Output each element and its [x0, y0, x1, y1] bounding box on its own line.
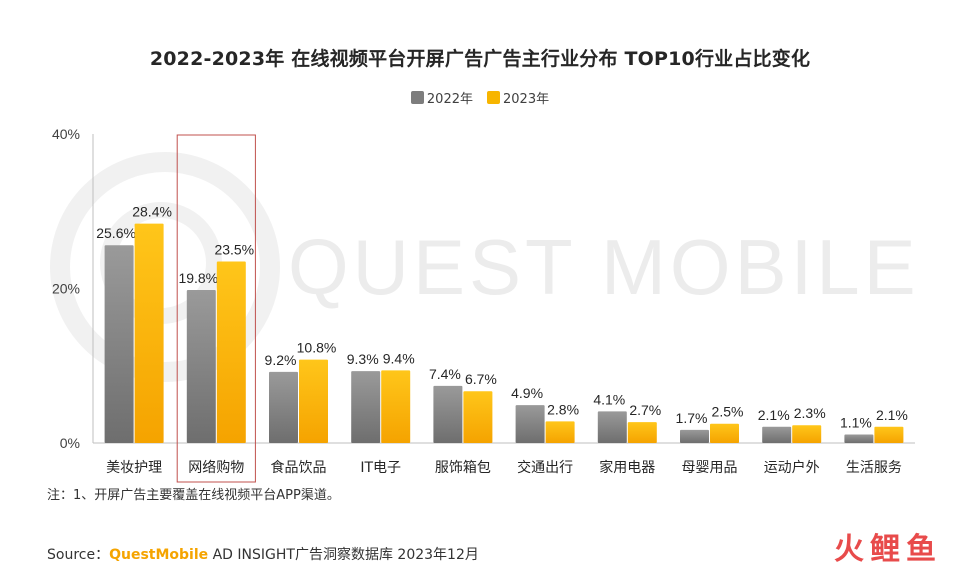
data-label-2022: 19.8%	[178, 270, 218, 286]
bar-2022	[762, 426, 792, 443]
data-label-2022: 1.7%	[676, 410, 708, 426]
bar-2022	[351, 371, 381, 443]
bar-2023	[874, 426, 904, 443]
bar-2023	[627, 422, 657, 443]
data-label-2023: 9.4%	[383, 350, 415, 366]
data-label-2023: 2.8%	[547, 401, 579, 417]
bar-2023	[381, 370, 411, 443]
bar-2023	[545, 421, 575, 443]
data-label-2023: 2.5%	[712, 404, 744, 420]
data-label-2023: 23.5%	[214, 241, 254, 257]
data-label-2022: 1.1%	[840, 415, 872, 431]
legend-swatch-2023	[487, 91, 500, 104]
bar-2022	[269, 371, 298, 443]
x-tick-label: 运动户外	[764, 459, 820, 476]
corner-logo: 火鲤鱼	[834, 532, 942, 567]
x-tick-label: 母婴用品	[682, 460, 738, 476]
bar-2022	[186, 290, 216, 443]
x-tick-label: 服饰箱包	[435, 460, 491, 476]
source-brand: QuestMobile	[109, 547, 209, 563]
legend-item-2022: 2022年	[410, 88, 473, 107]
x-tick-label: 食品饮品	[271, 459, 327, 476]
data-label-2022: 4.9%	[511, 385, 543, 401]
x-tick-label: 美妆护理	[106, 460, 162, 476]
highlight-box	[176, 134, 256, 483]
data-label-2023: 2.1%	[876, 407, 908, 423]
legend-swatch-2022	[410, 91, 424, 104]
chart-title: 2022-2023年 在线视频平台开屏广告广告主行业分布 TOP10行业占比变化	[149, 48, 811, 70]
data-label-2022: 9.2%	[265, 352, 297, 368]
bar-2022	[515, 405, 545, 443]
bar-2023	[710, 423, 739, 443]
bar-2022	[597, 411, 627, 443]
bar-2022	[104, 245, 134, 443]
watermark-text: QUEST MOBILE	[288, 223, 920, 311]
data-label-2023: 2.7%	[629, 402, 661, 418]
data-label-2022: 9.3%	[347, 351, 379, 367]
y-tick-label: 20%	[52, 281, 80, 297]
x-tick-label: IT电子	[360, 460, 401, 476]
bar-2023	[134, 223, 164, 443]
bar-2023	[299, 359, 328, 443]
bar-2022	[680, 429, 709, 443]
y-tick-label: 40%	[52, 126, 80, 142]
source-line: Source：QuestMobile AD INSIGHT广告洞察数据库 202…	[47, 544, 479, 564]
bar-2023	[463, 391, 493, 443]
x-tick-label: 交通出行	[517, 459, 573, 476]
source-rest: AD INSIGHT广告洞察数据库 2023年12月	[208, 547, 479, 563]
legend-label-2022: 2022年	[426, 92, 473, 107]
data-label-2022: 7.4%	[429, 366, 461, 382]
footnote: 注：1、开屏广告主要覆盖在线视频平台APP渠道。	[47, 488, 340, 503]
source-prefix: Source：	[47, 547, 110, 563]
x-tick-label: 生活服务	[846, 460, 902, 476]
data-label-2023: 2.3%	[794, 405, 826, 421]
data-label-2022: 4.1%	[593, 391, 625, 407]
bar-2022	[844, 434, 874, 443]
data-label-2023: 10.8%	[297, 340, 337, 356]
x-tick-label: 网络购物	[188, 460, 244, 476]
legend-item-2023: 2023年	[487, 88, 549, 107]
data-label-2022: 2.1%	[758, 407, 790, 423]
bar-2022	[433, 385, 463, 443]
bar-2023	[792, 425, 822, 443]
x-tick-label: 家用电器	[599, 459, 655, 476]
data-label-2022: 25.6%	[96, 225, 136, 241]
data-label-2023: 6.7%	[465, 371, 497, 387]
y-tick-label: 0%	[60, 435, 80, 451]
bar-2023	[216, 261, 246, 443]
legend-label-2023: 2023年	[503, 92, 550, 107]
chart-legend: 2022年 2023年	[0, 88, 960, 107]
data-label-2023: 28.4%	[132, 204, 172, 220]
